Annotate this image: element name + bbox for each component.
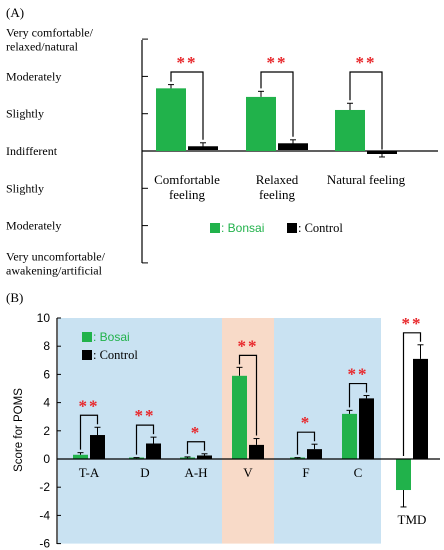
panel-a-legend: : Bonsai : Control: [210, 221, 343, 235]
panel-b-bracket: [79, 414, 99, 450]
panel-b-y-tick-label: 4: [43, 396, 50, 410]
panel-b-x-label: V: [243, 465, 253, 480]
panel-b-x-labels: T-A D A-H V F C TMD: [79, 465, 427, 527]
panel-a-y-tick-label: Very comfortable/relaxed/natural: [6, 26, 94, 54]
panel-b-x-label: A-H: [184, 465, 207, 480]
panel-b-y-axis-title: Score for POMS: [13, 388, 25, 472]
bar-b-control: [90, 435, 105, 459]
panel-a-significance: **: [356, 53, 377, 72]
legend-a-control-swatch: [287, 223, 297, 233]
legend-b-control-label: : Control: [93, 348, 138, 362]
panel-b-significance: **: [402, 314, 423, 333]
panel-b-x-label: TMD: [398, 512, 427, 527]
panel-a: (A) Very comfortable/relaxed/natural Mode…: [6, 5, 438, 277]
bar-b-control: [249, 444, 264, 459]
panel-a-significance: **: [177, 53, 198, 72]
legend-a-control-label: : Control: [298, 221, 343, 235]
panel-b-label: (B): [6, 290, 23, 305]
bar-b-control: [413, 358, 428, 459]
panel-a-significance: **: [267, 53, 288, 72]
bar-b-control: [197, 455, 212, 459]
panel-a-x-label: Relaxed feeling: [256, 172, 299, 202]
panel-a-x-label: Natural feeling: [327, 172, 406, 187]
panel-b-bars: ************: [73, 314, 428, 508]
panel-b-significance: *: [301, 413, 312, 432]
panel-b-y-tick-label: 8: [43, 339, 50, 353]
panel-a-bracket: [349, 71, 383, 150]
panel-b-y-tick-label: 6: [43, 367, 50, 381]
bar-a-control: [278, 143, 308, 150]
bar-b-bosai: [342, 413, 357, 459]
panel-a-bars: ** ** **: [156, 53, 397, 158]
panel-b-significance: **: [135, 406, 156, 425]
panel-b-bracket: [135, 424, 155, 455]
bar-a-bonsai: [335, 109, 365, 151]
legend-a-bonsai-swatch: [210, 223, 220, 233]
panel-a-y-tick-label: Slightly: [6, 107, 44, 121]
panel-b-x-label: D: [140, 465, 149, 480]
panel-b-significance: **: [79, 396, 100, 415]
panel-b-bracket: [186, 441, 206, 454]
panel-a-y-tick-label: Very uncomfortable/awakening/artificial: [6, 249, 106, 277]
bar-a-bonsai: [246, 96, 276, 151]
panel-b-x-label: F: [302, 465, 309, 480]
panel-a-y-tick-label: Moderately: [6, 219, 61, 233]
panel-b-bracket: [296, 431, 316, 455]
panel-b-bracket: [348, 382, 368, 408]
panel-b-legend: : Bosai : Control: [82, 330, 138, 362]
panel-a-x-label: Comfortable feeling: [154, 172, 220, 202]
panel-b-bracket: [238, 354, 258, 436]
panel-a-label: (A): [6, 5, 24, 20]
panel-a-y-tick-label: Slightly: [6, 181, 44, 195]
panel-b-x-label: T-A: [79, 465, 100, 480]
panel-b-significance: *: [191, 423, 202, 442]
panel-b-bracket: [402, 332, 422, 456]
panel-b-significance: **: [238, 336, 259, 355]
bar-b-control: [359, 398, 374, 459]
panel-a-y-tick-label: Moderately: [6, 69, 61, 83]
panel-b-y-tick-label: 0: [43, 452, 50, 466]
panel-a-y-tick-labels: Very comfortable/relaxed/natural Moderate…: [6, 26, 106, 278]
panel-a-y-ticks: [142, 38, 148, 264]
panel-b-y-tick-label: 10: [37, 311, 51, 325]
bar-b-bosai: [232, 375, 247, 459]
panel-b-y-tick-label: -6: [39, 537, 50, 550]
bar-b-bosai: [73, 454, 88, 459]
panel-a-bracket: [260, 71, 294, 137]
panel-a-bracket: [170, 71, 204, 140]
bar-b-bosai: [396, 459, 411, 491]
panel-a-y-tick-label: Indifferent: [6, 144, 58, 158]
legend-b-bosai-label: : Bosai: [93, 330, 130, 344]
bar-b-control: [146, 443, 161, 459]
panel-b-significance: **: [348, 365, 369, 384]
legend-a-bonsai-label: : Bonsai: [221, 221, 264, 235]
legend-b-control-swatch: [82, 350, 92, 360]
bar-a-control: [188, 146, 218, 150]
panel-b-x-label: C: [354, 465, 363, 480]
panel-a-x-labels: Comfortable feeling Relaxed feeling Natural …: [154, 172, 406, 202]
panel-b-y-tick-label: 2: [43, 424, 50, 438]
panel-b-y-tick-label: -4: [39, 508, 50, 522]
legend-b-bosai-swatch: [82, 332, 92, 342]
bar-a-bonsai: [156, 88, 186, 151]
bar-b-control: [307, 449, 322, 459]
panel-b-y-tick-label: -2: [39, 480, 50, 494]
